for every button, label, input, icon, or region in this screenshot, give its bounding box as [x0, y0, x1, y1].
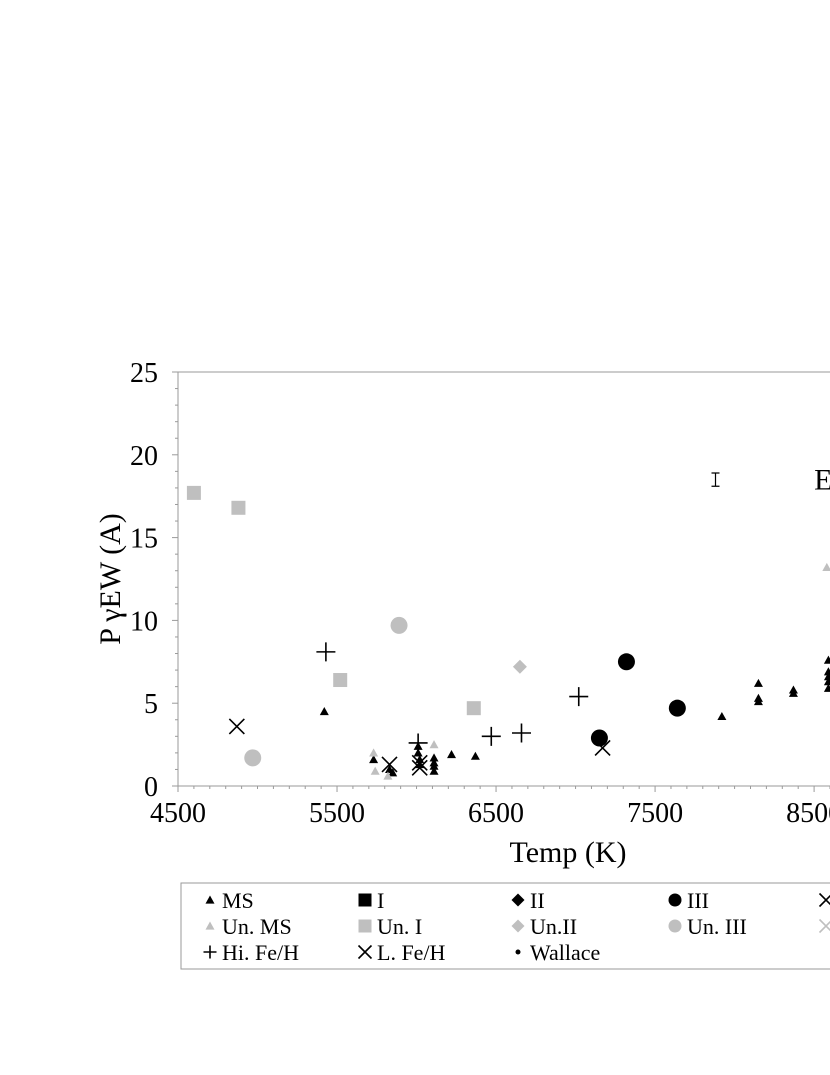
data-point: [823, 683, 830, 692]
series-4: [369, 562, 830, 780]
data-point: [466, 701, 481, 716]
x-tick-label: 7500: [627, 798, 683, 829]
data-point: [470, 751, 480, 760]
legend-marker: [205, 895, 215, 904]
legend-label: Un. III: [687, 914, 747, 939]
data-point: [388, 768, 398, 777]
annotation-text: Er: [814, 464, 830, 497]
legend-marker: [668, 919, 682, 933]
data-point: [512, 659, 527, 674]
legend-label: Un.II: [530, 914, 577, 939]
legend-label: II: [530, 888, 545, 913]
y-tick-label: 25: [130, 358, 158, 389]
data-point: [569, 687, 589, 707]
data-point: [594, 739, 611, 756]
data-point: [369, 748, 379, 757]
data-point: [429, 766, 439, 775]
legend-label: L. Fe/H: [377, 940, 446, 965]
y-tick-label: 0: [144, 772, 158, 803]
x-tick-label: 8500: [786, 798, 830, 829]
y-tick-label: 15: [130, 524, 158, 555]
series-5: [186, 485, 481, 716]
x-axis-ticks: 4500 5500 6500 7500 8500: [150, 786, 830, 829]
data-point: [429, 753, 439, 762]
legend-marker: [511, 919, 525, 933]
data-point: [429, 761, 439, 770]
legend-label: Hi. Fe/H: [222, 940, 299, 965]
data-point: [617, 653, 635, 671]
legend-marker: [818, 918, 830, 934]
data-point: [186, 485, 201, 500]
series-3: [590, 653, 686, 747]
data-point: [231, 500, 246, 515]
legend-marker: [668, 893, 682, 907]
x-tick-label: 6500: [468, 798, 524, 829]
data-point: [381, 756, 398, 773]
y-axis-ticks: 0 5 10 15 20 25: [130, 358, 178, 803]
data-point: [319, 706, 329, 716]
data-point: [823, 677, 830, 686]
data-point: [390, 616, 408, 634]
data-point: [411, 759, 428, 776]
series-0: [319, 655, 830, 777]
legend-marker: [511, 893, 525, 907]
data-point: [668, 699, 686, 717]
data-point: [511, 723, 531, 743]
series-7: [244, 616, 408, 767]
data-point: [753, 678, 763, 687]
data-point: [369, 755, 379, 764]
y-tick-label: 5: [144, 689, 158, 720]
data-point: [590, 729, 608, 747]
y-axis-title: P γEW (A): [94, 513, 127, 645]
plot-border: [177, 371, 830, 787]
series-9: [228, 718, 611, 776]
x-axis-title: Temp (K): [509, 836, 626, 869]
legend-label: Un. I: [377, 914, 422, 939]
error-bar: [711, 472, 720, 487]
legend-label: MS: [222, 888, 254, 913]
data-point: [717, 711, 727, 721]
legend-marker: [203, 945, 217, 959]
legend-marker: [818, 892, 830, 908]
data-point: [333, 673, 348, 688]
y-tick-label: 10: [130, 606, 158, 637]
data-point: [244, 749, 262, 767]
series-6: [512, 659, 527, 674]
data-point: [228, 718, 245, 735]
data-point: [316, 642, 336, 662]
data-point: [370, 766, 380, 775]
legend-marker: [205, 921, 215, 930]
legend-marker: [358, 919, 372, 933]
data-points: [186, 485, 830, 780]
legend-label: Un. MS: [222, 914, 292, 939]
x-tick-label: 5500: [309, 798, 365, 829]
data-point: [411, 754, 428, 771]
data-point: [753, 697, 763, 706]
legend-marker: [358, 893, 372, 907]
data-point: [823, 655, 830, 664]
data-point: [383, 771, 393, 780]
data-point: [408, 733, 428, 753]
annotations: Er: [711, 464, 830, 497]
legend-label: Wallace: [530, 940, 600, 965]
legend-marker: [515, 949, 521, 955]
data-point: [822, 562, 830, 572]
x-tick-label: 4500: [150, 798, 206, 829]
data-point: [429, 740, 439, 749]
series-8: [316, 642, 589, 753]
data-point: [447, 750, 457, 759]
legend-label: I: [377, 888, 384, 913]
legend-box: [180, 882, 830, 970]
y-tick-label: 20: [130, 441, 158, 472]
legend-marker: [357, 944, 373, 960]
data-point: [481, 726, 501, 746]
plot-frame: [177, 371, 830, 787]
data-point: [788, 688, 798, 697]
legend-label: III: [687, 888, 709, 913]
